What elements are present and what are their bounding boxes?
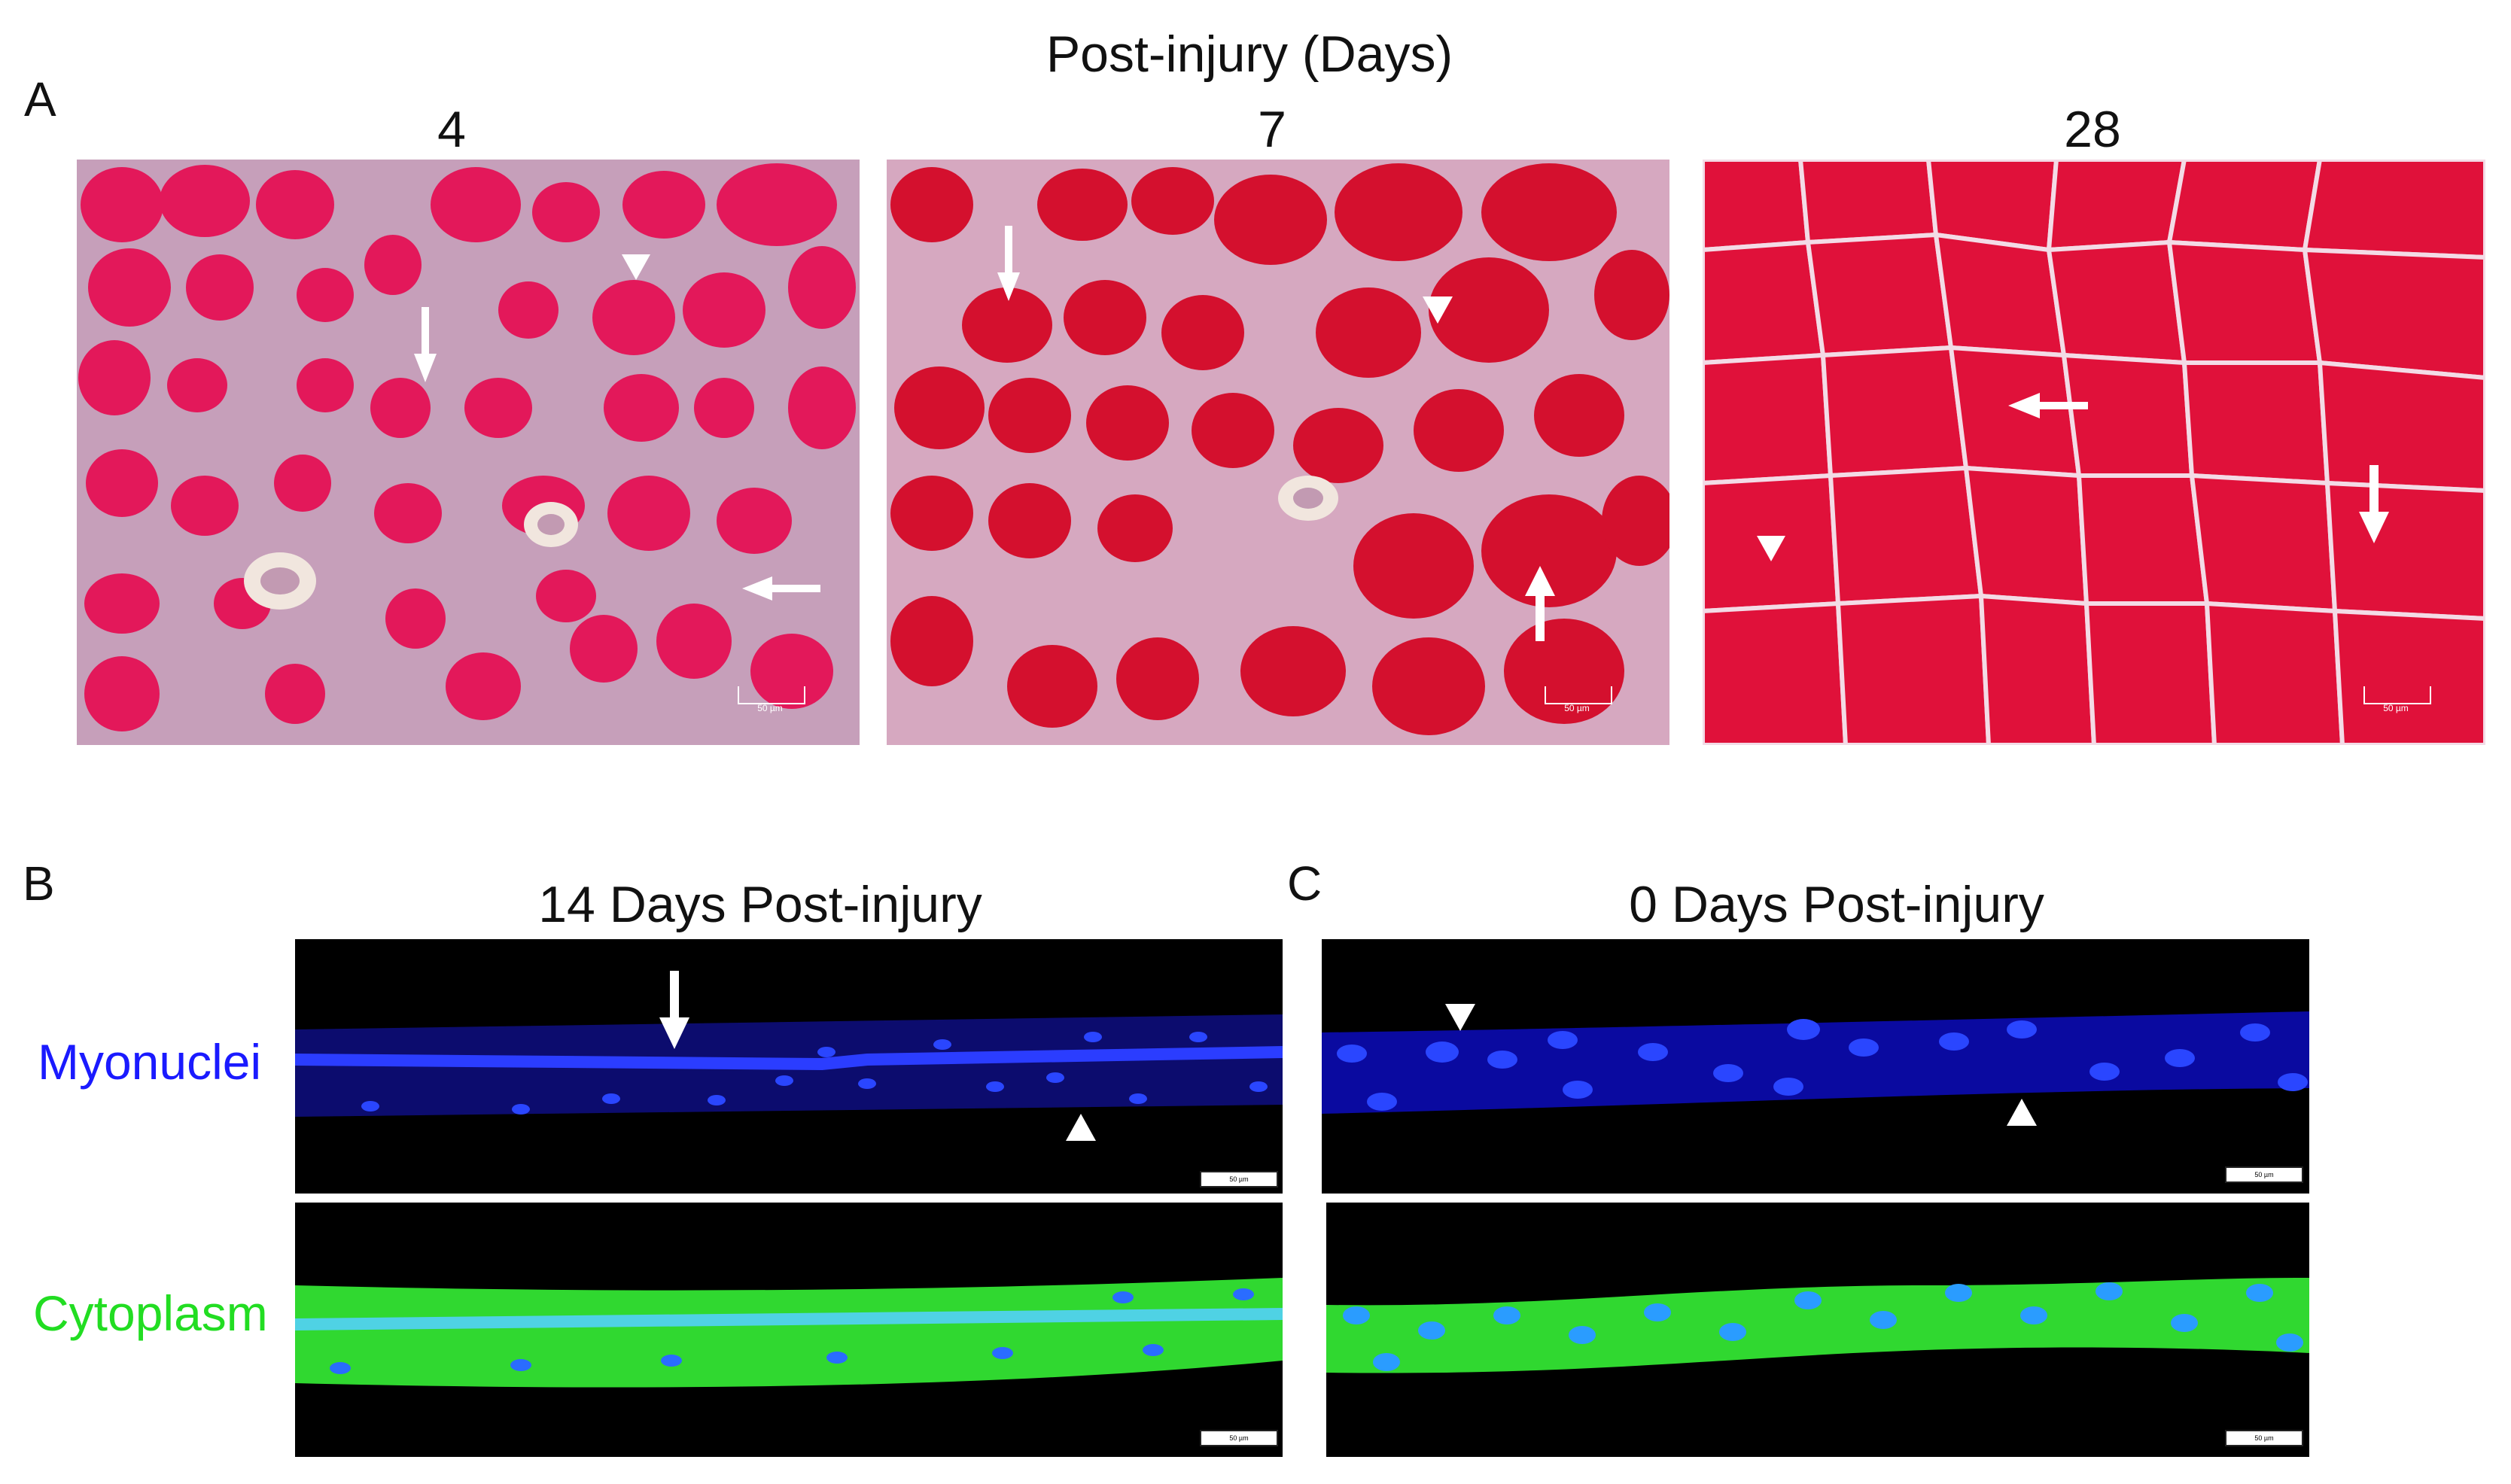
panel-b-letter: B xyxy=(23,856,55,911)
arrowhead-icon xyxy=(1066,1114,1096,1141)
arrowhead-icon xyxy=(1423,296,1453,324)
scale-bar: 50 µm xyxy=(1200,1171,1278,1188)
day-label-4: 4 xyxy=(437,101,466,158)
scale-bar xyxy=(2363,686,2431,704)
panel-b-title: 14 Days Post-injury xyxy=(538,876,982,933)
day-label-7: 7 xyxy=(1258,101,1286,158)
row-label-cytoplasm: Cytoplasm xyxy=(33,1285,268,1341)
scale-bar-label: 50 µm xyxy=(1564,703,1590,713)
scale-bar xyxy=(1545,686,1612,704)
panel-c-title: 0 Days Post-injury xyxy=(1629,876,2044,933)
panel-a-title: Post-injury (Days) xyxy=(1045,26,1453,83)
scale-bar: 50 µm xyxy=(1200,1430,1278,1446)
scale-bar: 50 µm xyxy=(2225,1166,2303,1183)
scale-bar-label: 50 µm xyxy=(757,703,783,713)
arrow-icon xyxy=(1525,566,1555,641)
fluorescence-cytoplasm-14d xyxy=(295,1203,1283,1457)
histology-image-day-28 xyxy=(1703,160,2485,745)
fluorescence-myonuclei-14d xyxy=(295,939,1283,1194)
panel-a-letter: A xyxy=(24,72,56,126)
arrowhead-icon xyxy=(622,254,650,280)
fluorescence-cytoplasm-0d xyxy=(1326,1203,2309,1457)
arrow-icon xyxy=(742,576,820,601)
histology-image-day-4 xyxy=(77,160,860,745)
arrow-icon xyxy=(659,971,689,1049)
day-label-28: 28 xyxy=(2064,101,2121,158)
arrowhead-icon xyxy=(1445,1004,1475,1031)
scale-bar-label: 50 µm xyxy=(2383,703,2409,713)
fluorescence-myonuclei-0d xyxy=(1322,939,2309,1194)
scale-bar: 50 µm xyxy=(2225,1430,2303,1446)
arrowhead-icon xyxy=(2007,1099,2037,1126)
arrow-icon xyxy=(2008,393,2088,418)
row-label-myonuclei: Myonuclei xyxy=(38,1034,262,1090)
arrowhead-icon xyxy=(1757,536,1785,561)
arrow-icon xyxy=(997,226,1020,301)
scale-bar xyxy=(738,686,805,704)
panel-c-letter: C xyxy=(1287,856,1322,911)
histology-image-day-7 xyxy=(887,160,1669,745)
arrow-icon xyxy=(2359,465,2389,543)
arrow-icon xyxy=(414,307,437,382)
